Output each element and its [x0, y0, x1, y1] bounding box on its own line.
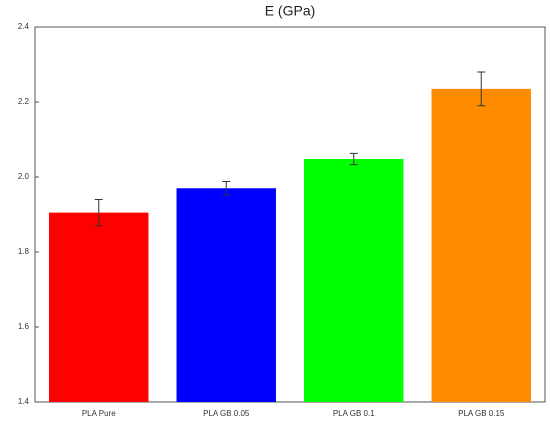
x-tick-label: PLA Pure — [82, 409, 116, 418]
error-bar — [477, 71, 486, 107]
y-tick-label: 1.8 — [18, 247, 30, 256]
plot-frame — [34, 26, 546, 403]
error-bar — [349, 152, 358, 166]
y-tick-label: 2.0 — [18, 172, 30, 181]
bar — [431, 88, 531, 402]
x-tick-label: PLA GB 0.1 — [333, 409, 375, 418]
bar — [49, 212, 149, 402]
chart-title: E (GPa) — [265, 3, 316, 19]
y-tick-label: 2.2 — [18, 97, 30, 106]
bar — [304, 159, 404, 402]
x-tick-label: PLA GB 0.15 — [458, 409, 505, 418]
y-tick-label: 1.4 — [18, 397, 30, 406]
y-tick-label: 1.6 — [18, 322, 30, 331]
y-tick-label: 2.4 — [18, 22, 30, 31]
x-tick-label: PLA GB 0.05 — [203, 409, 250, 418]
bar — [176, 188, 276, 402]
error-bar — [222, 181, 231, 196]
error-bar — [94, 199, 103, 227]
